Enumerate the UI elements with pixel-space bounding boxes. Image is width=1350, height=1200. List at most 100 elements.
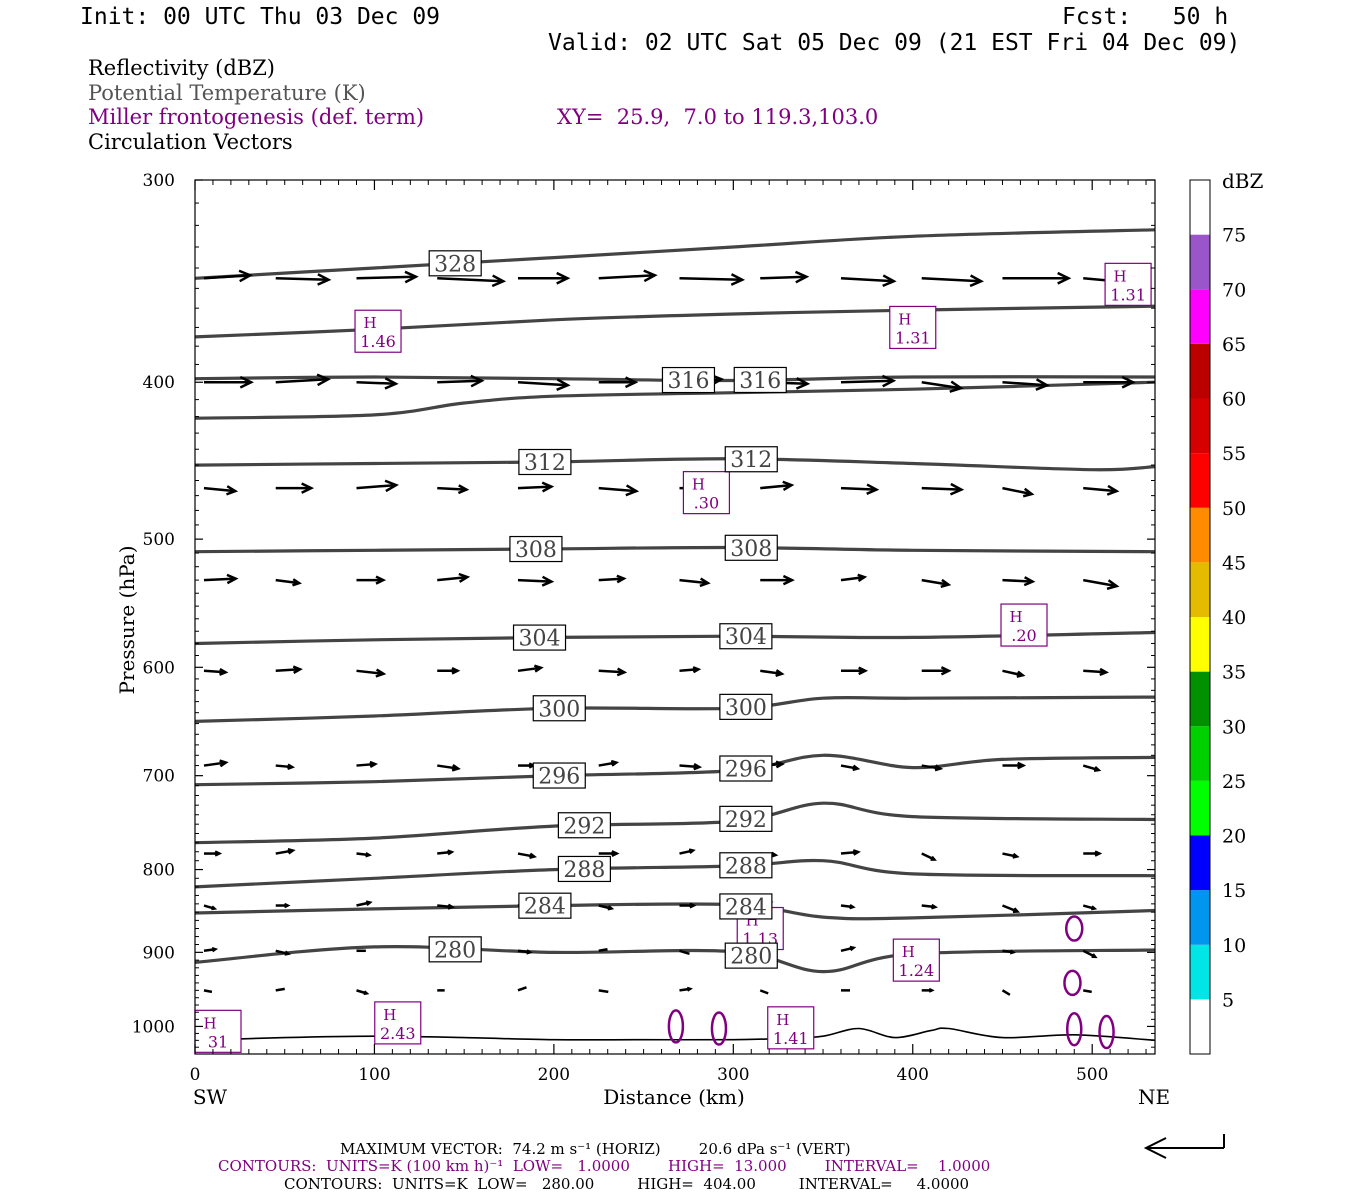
colorbar-label: 70 (1222, 279, 1246, 301)
vector-head (607, 905, 615, 911)
isentrope-label-box (509, 535, 563, 563)
wind-vector (517, 271, 571, 285)
vector-shaft (840, 486, 877, 491)
isentrope-label: 312 (730, 448, 772, 473)
vector-shaft (517, 578, 552, 583)
max-value: 1.46 (360, 332, 396, 351)
x-tick-label: 0 (190, 1065, 201, 1085)
isentrope-324 (194, 304, 1156, 339)
colorbar-segment (1190, 944, 1210, 1000)
wind-vector (203, 947, 219, 953)
vector-shaft (679, 764, 700, 769)
max-box (682, 471, 731, 515)
wind-vector (1001, 989, 1011, 996)
wind-vector (356, 377, 399, 390)
wind-vector (275, 987, 285, 992)
vector-head (529, 852, 537, 860)
colorbar-title: dBZ (1222, 169, 1264, 193)
vector-shaft (840, 379, 894, 384)
vector-shaft (1083, 486, 1117, 493)
isentrope-label: 284 (524, 895, 566, 920)
vector-shaft (1083, 578, 1117, 588)
wind-vector (679, 273, 746, 286)
isentrope-label-box (724, 534, 778, 561)
vector-head (541, 575, 555, 587)
isentrope-label: 308 (515, 538, 557, 563)
colorbar-segment (1190, 890, 1210, 945)
vector-head (317, 273, 332, 286)
vector-head (451, 667, 461, 675)
vector-head (770, 851, 779, 858)
vector-head (369, 760, 378, 768)
vector-shaft (759, 989, 769, 995)
vector-head (292, 578, 302, 587)
colorbar-segment (1190, 398, 1210, 454)
wind-vector (1082, 904, 1098, 911)
isentrope-316 (194, 375, 1156, 383)
scale-arrow-icon (1143, 1134, 1225, 1159)
isentrope-label: 280 (434, 938, 476, 963)
vector-shaft (275, 849, 294, 855)
wind-vector (840, 483, 880, 495)
terrain-surface (194, 1027, 1156, 1042)
vector-shaft (598, 948, 608, 953)
isentrope-288 (194, 858, 1156, 889)
wind-vector (1002, 904, 1021, 914)
vector-shaft (275, 987, 285, 992)
wind-vector (598, 667, 628, 677)
max-value: 1.31 (1110, 285, 1146, 304)
wind-vector (1083, 578, 1120, 590)
vector-head (882, 274, 897, 288)
wind-vector (1002, 761, 1027, 770)
wind-vector (275, 763, 296, 770)
vector-shaft (921, 486, 962, 491)
colorbar-segment (1190, 180, 1210, 235)
frontogenesis-max: H.20 (1000, 603, 1048, 647)
vector-head (686, 986, 693, 992)
vector-head (1099, 667, 1109, 677)
isentrope-320 (194, 380, 1156, 420)
colorbar-segment (1190, 999, 1210, 1054)
frontogenesis-max: H31 (194, 1009, 242, 1053)
theta-contours (194, 228, 1156, 974)
wind-vector (203, 485, 239, 496)
wind-vector (275, 949, 292, 956)
wind-vector (1002, 949, 1016, 955)
max-letter: H (1114, 267, 1127, 285)
vector-shaft (356, 275, 416, 280)
max-box (767, 1006, 815, 1050)
wind-vector (275, 847, 296, 855)
max-letter: H (776, 1011, 789, 1029)
max-box (892, 938, 940, 982)
terrain-line (194, 1027, 1156, 1042)
wind-vector (437, 274, 507, 288)
x-tick-label: 100 (358, 1065, 390, 1085)
vector-shaft (921, 764, 941, 770)
max-value: 2.43 (380, 1024, 416, 1043)
isentrope-label-box (512, 624, 567, 651)
vector-head (1121, 375, 1136, 389)
wind-vector (760, 574, 795, 586)
vector-head (238, 269, 254, 283)
colorbar-label: 5 (1222, 989, 1234, 1011)
wind-vector (679, 848, 696, 855)
vector-head (1017, 761, 1027, 770)
isentrope-292 (194, 801, 1156, 845)
sw-label: SW (193, 1085, 228, 1109)
vector-head (928, 987, 935, 993)
vector-shaft (1002, 381, 1048, 387)
vector-head (457, 484, 470, 495)
wind-vector (921, 274, 984, 288)
vector-head (219, 668, 229, 676)
vector-shaft (598, 486, 637, 493)
isentrope-label-box (518, 892, 572, 919)
colorbar-label: 75 (1222, 225, 1246, 247)
vector-head (365, 851, 372, 858)
isentrope-label-box (518, 448, 572, 476)
wind-vector (203, 850, 223, 857)
colorbar-label: 15 (1222, 880, 1246, 902)
isentrope-label: 292 (725, 808, 767, 833)
vector-head (852, 764, 861, 772)
wind-vector (921, 987, 935, 993)
vector-head (470, 374, 485, 388)
